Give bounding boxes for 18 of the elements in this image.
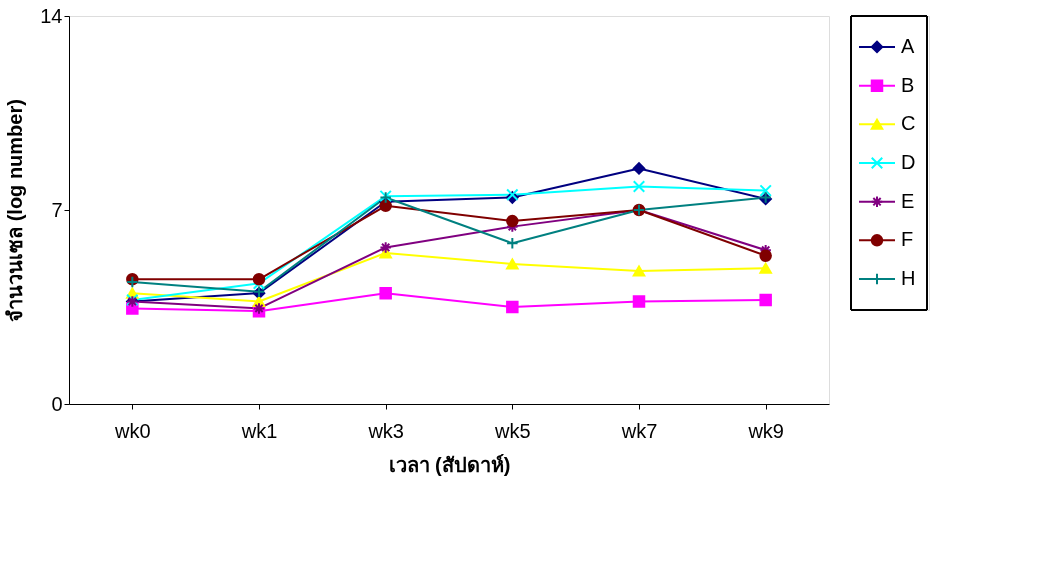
legend-label: B: [901, 73, 915, 96]
x-tick-label: wk3: [367, 419, 404, 442]
x-tick-label: wk1: [240, 419, 278, 442]
x-tick-label: wk7: [620, 419, 658, 442]
x-tick-label: wk9: [747, 419, 784, 442]
x-axis-title: เวลา (สัปดาห์): [388, 453, 511, 476]
legend-label: H: [901, 267, 916, 290]
legend-label: F: [901, 228, 914, 251]
legend-label: D: [901, 151, 916, 173]
legend-label: A: [901, 34, 915, 57]
x-tick-label: wk0: [114, 419, 151, 442]
y-tick-label: 14: [40, 4, 63, 27]
y-axis-title: จำนวนเซล (log number): [4, 99, 27, 322]
legend-label: E: [901, 189, 915, 212]
x-tick-label: wk5: [494, 419, 531, 442]
y-tick-label: 0: [51, 392, 63, 415]
legend-label: C: [901, 112, 916, 135]
y-tick-label: 7: [51, 198, 63, 221]
